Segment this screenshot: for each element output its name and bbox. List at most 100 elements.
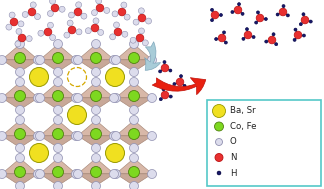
Polygon shape [78, 136, 114, 148]
FancyArrowPatch shape [152, 78, 206, 95]
Circle shape [215, 139, 223, 146]
Circle shape [72, 56, 80, 64]
Circle shape [0, 94, 6, 102]
Circle shape [76, 2, 82, 8]
Circle shape [129, 167, 140, 177]
Circle shape [142, 40, 148, 46]
Polygon shape [2, 82, 38, 98]
Circle shape [74, 170, 83, 178]
Circle shape [217, 171, 221, 175]
Polygon shape [40, 98, 76, 110]
Polygon shape [40, 82, 76, 98]
Circle shape [163, 60, 166, 64]
Polygon shape [116, 158, 152, 174]
Circle shape [26, 36, 32, 42]
Circle shape [22, 12, 28, 17]
Circle shape [52, 53, 64, 64]
Polygon shape [78, 158, 114, 174]
Circle shape [96, 0, 102, 4]
FancyArrowPatch shape [145, 42, 160, 70]
Polygon shape [40, 158, 76, 174]
Circle shape [255, 21, 258, 24]
Circle shape [64, 32, 70, 38]
Circle shape [130, 153, 138, 163]
Circle shape [50, 35, 56, 40]
Polygon shape [116, 60, 152, 72]
Circle shape [130, 40, 138, 49]
Circle shape [179, 75, 182, 78]
Circle shape [10, 18, 18, 26]
Circle shape [276, 13, 279, 16]
Circle shape [30, 2, 36, 8]
Circle shape [275, 43, 278, 46]
Circle shape [130, 67, 138, 77]
Circle shape [91, 10, 98, 16]
Text: O: O [230, 138, 237, 146]
Circle shape [72, 170, 80, 178]
Circle shape [29, 67, 49, 87]
Circle shape [130, 37, 136, 43]
Circle shape [246, 28, 249, 31]
Circle shape [161, 64, 169, 72]
Polygon shape [2, 174, 38, 186]
Text: H: H [230, 169, 237, 177]
Polygon shape [2, 44, 38, 60]
Circle shape [98, 29, 104, 35]
Circle shape [214, 122, 224, 131]
Circle shape [106, 143, 124, 163]
Circle shape [90, 91, 101, 101]
Polygon shape [116, 136, 152, 148]
Circle shape [0, 56, 6, 64]
Circle shape [173, 83, 176, 86]
Circle shape [15, 129, 26, 139]
Circle shape [91, 143, 100, 153]
Circle shape [309, 20, 312, 23]
Circle shape [224, 41, 227, 44]
Circle shape [6, 24, 12, 30]
Circle shape [52, 129, 64, 139]
Polygon shape [40, 44, 76, 60]
Circle shape [242, 37, 245, 40]
Polygon shape [40, 136, 76, 148]
Polygon shape [78, 82, 114, 98]
Circle shape [299, 23, 302, 26]
Circle shape [50, 0, 55, 4]
Polygon shape [2, 136, 38, 148]
Circle shape [36, 56, 44, 64]
Circle shape [256, 11, 260, 14]
Polygon shape [116, 174, 152, 186]
Circle shape [214, 37, 218, 41]
Circle shape [215, 153, 223, 161]
Circle shape [90, 53, 101, 64]
Circle shape [33, 132, 42, 140]
Circle shape [211, 19, 214, 22]
Polygon shape [2, 60, 38, 72]
Circle shape [81, 13, 87, 19]
Circle shape [110, 94, 119, 102]
Circle shape [124, 14, 130, 20]
Polygon shape [40, 60, 76, 72]
Circle shape [74, 56, 83, 64]
Circle shape [59, 6, 65, 12]
Circle shape [16, 115, 25, 125]
Circle shape [147, 132, 156, 140]
Circle shape [16, 29, 22, 34]
Circle shape [53, 181, 63, 189]
Circle shape [111, 56, 121, 64]
Polygon shape [78, 98, 114, 110]
Circle shape [18, 21, 24, 27]
Circle shape [91, 153, 100, 163]
Circle shape [53, 153, 63, 163]
Circle shape [0, 132, 6, 140]
Circle shape [15, 91, 26, 101]
Circle shape [169, 69, 172, 72]
Circle shape [159, 98, 162, 101]
Circle shape [133, 19, 139, 25]
Text: Ba, Sr: Ba, Sr [230, 106, 256, 115]
Circle shape [68, 26, 76, 34]
Circle shape [72, 94, 80, 102]
Polygon shape [2, 120, 38, 136]
FancyBboxPatch shape [207, 100, 321, 186]
Circle shape [302, 13, 305, 16]
Circle shape [96, 4, 104, 12]
